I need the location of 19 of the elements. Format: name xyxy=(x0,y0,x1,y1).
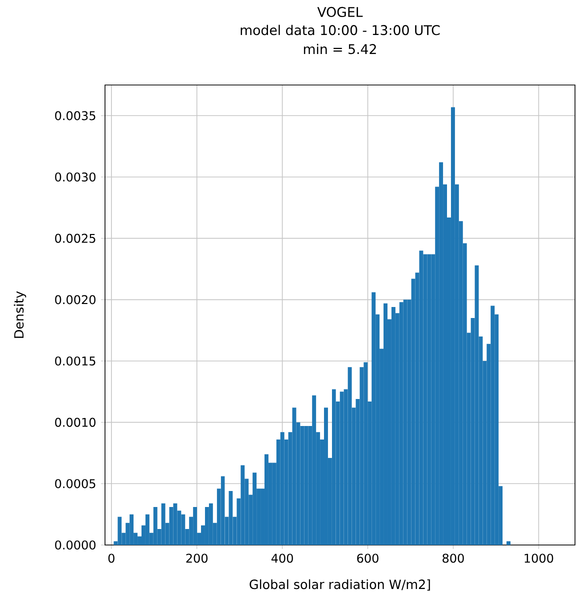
y-tick-label: 0.0010 xyxy=(55,418,96,427)
y-tick-label: 0.0025 xyxy=(55,234,96,243)
x-axis-title: Global solar radiation W/m2] xyxy=(250,579,430,591)
x-tick-label: 1000 xyxy=(524,554,554,563)
chart-subtitle: model data 10:00 - 13:00 UTC xyxy=(240,24,440,36)
x-tick-label: 200 xyxy=(186,554,208,563)
y-tick-label: 0.0015 xyxy=(55,356,96,366)
y-tick-label: 0.0035 xyxy=(55,111,96,120)
x-tick-label: 600 xyxy=(357,554,378,563)
y-tick-label: 0.0005 xyxy=(55,479,96,488)
x-tick-label: 800 xyxy=(442,554,464,563)
y-tick-label: 0.0030 xyxy=(55,172,96,182)
y-axis-title: Density xyxy=(14,291,26,338)
chart-title: VOGEL xyxy=(317,6,363,18)
y-tick-label: 0.0000 xyxy=(55,540,96,550)
y-tick-label: 0.0020 xyxy=(55,295,96,304)
text: min = 5.42 xyxy=(304,44,376,54)
x-tick-label: 400 xyxy=(271,554,293,563)
x-tick-label: 0 xyxy=(108,554,114,563)
